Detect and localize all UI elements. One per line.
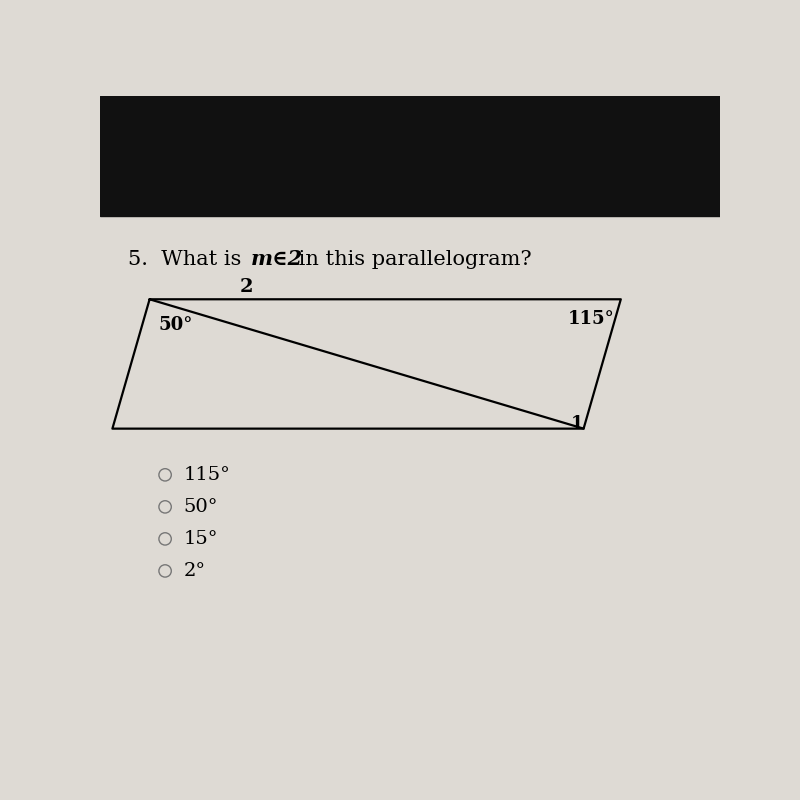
Text: 15°: 15° — [184, 530, 218, 548]
Text: 5.  What is: 5. What is — [128, 250, 248, 269]
Text: 115°: 115° — [568, 310, 615, 328]
Text: 2°: 2° — [184, 562, 206, 580]
Text: 1: 1 — [571, 414, 584, 433]
Bar — [100, 96, 720, 216]
Text: m∈2: m∈2 — [250, 250, 302, 270]
Text: in this parallelogram?: in this parallelogram? — [292, 250, 532, 269]
Text: 50°: 50° — [184, 498, 218, 516]
Text: 2: 2 — [239, 278, 253, 296]
Text: 115°: 115° — [184, 466, 230, 484]
Text: 50°: 50° — [159, 316, 194, 334]
